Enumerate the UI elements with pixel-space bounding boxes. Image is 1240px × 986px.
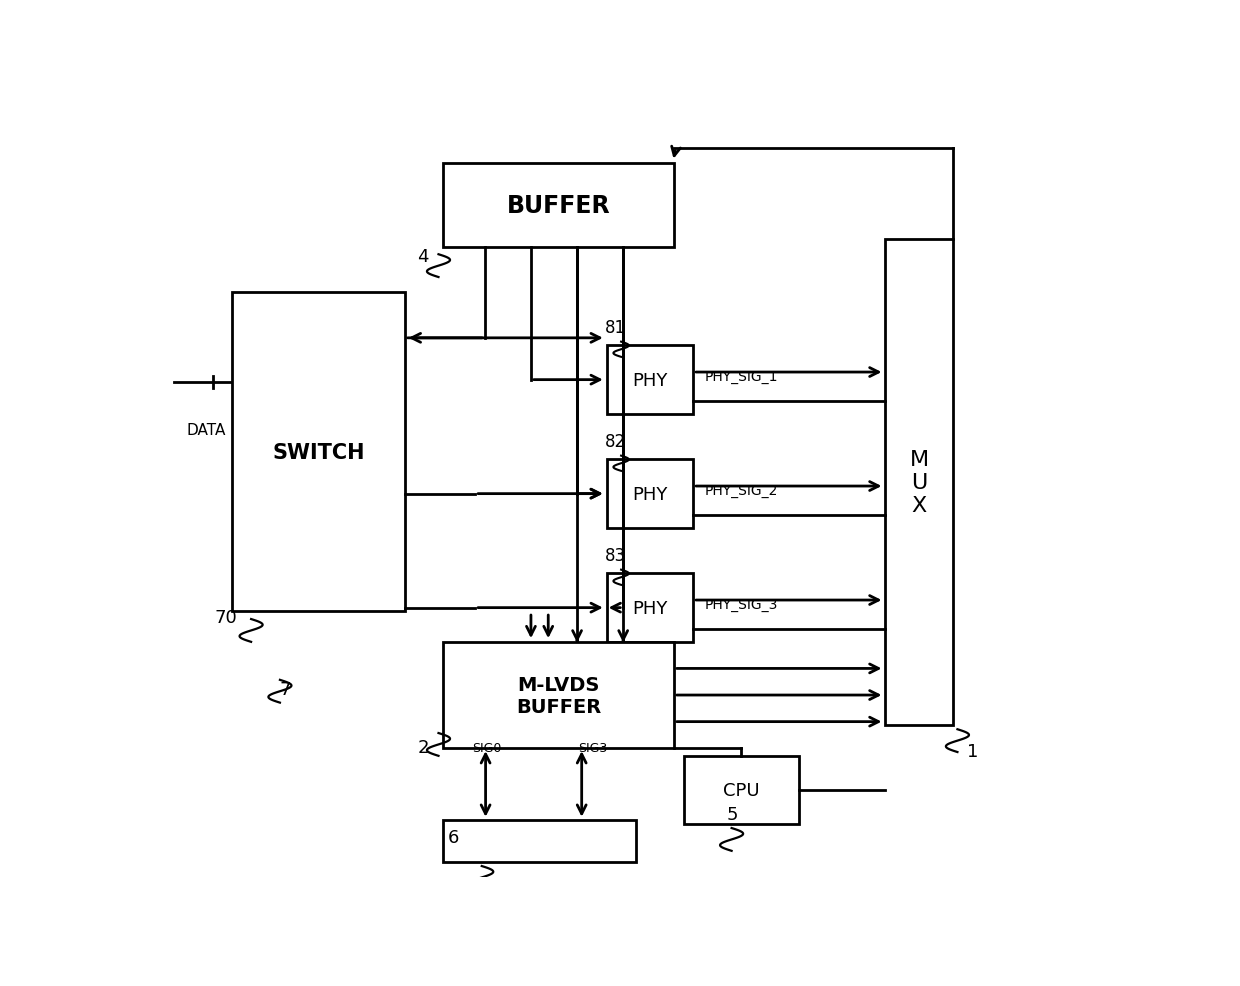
- Text: SWITCH: SWITCH: [272, 443, 365, 462]
- Text: PHY: PHY: [632, 372, 667, 389]
- Text: 7: 7: [280, 680, 291, 698]
- Text: 6: 6: [448, 828, 460, 846]
- Text: 82: 82: [605, 433, 626, 451]
- Text: 5: 5: [727, 806, 738, 823]
- Text: 2: 2: [418, 739, 429, 756]
- Text: SIG3: SIG3: [578, 741, 606, 754]
- Text: PHY_SIG_1: PHY_SIG_1: [704, 370, 779, 384]
- Bar: [885, 240, 952, 726]
- Text: SIG0: SIG0: [472, 741, 501, 754]
- Bar: [606, 574, 693, 642]
- Text: DATA: DATA: [187, 422, 226, 437]
- Bar: [444, 820, 635, 863]
- Text: BUFFER: BUFFER: [507, 193, 610, 218]
- Text: 83: 83: [605, 547, 626, 565]
- Text: PHY: PHY: [632, 485, 667, 503]
- Bar: [232, 293, 404, 611]
- Text: PHY_SIG_3: PHY_SIG_3: [704, 598, 777, 611]
- Text: 81: 81: [605, 319, 626, 337]
- Text: M
U
X: M U X: [909, 450, 929, 516]
- Text: M-LVDS
BUFFER: M-LVDS BUFFER: [516, 674, 601, 716]
- Bar: [683, 756, 799, 824]
- Text: 70: 70: [215, 608, 237, 626]
- Bar: [606, 346, 693, 414]
- Bar: [444, 164, 675, 247]
- Bar: [606, 459, 693, 528]
- Text: 4: 4: [418, 247, 429, 265]
- Text: CPU: CPU: [723, 781, 760, 800]
- Text: PHY_SIG_2: PHY_SIG_2: [704, 483, 777, 497]
- Bar: [444, 642, 675, 748]
- Text: 1: 1: [967, 742, 978, 760]
- Text: PHY: PHY: [632, 599, 667, 617]
